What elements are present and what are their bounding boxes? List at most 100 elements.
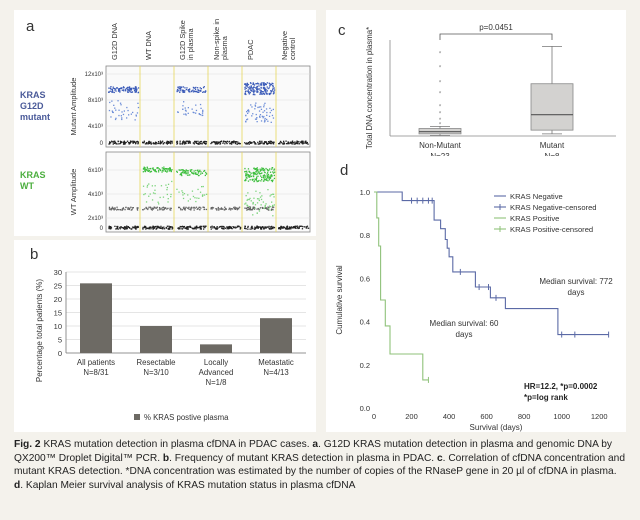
droplet: [144, 167, 146, 169]
droplet: [184, 172, 186, 174]
droplet: [232, 142, 235, 144]
droplet: [255, 178, 257, 180]
droplet: [143, 140, 145, 142]
droplet: [177, 86, 179, 88]
droplet: [259, 83, 261, 85]
droplet: [272, 87, 274, 89]
droplet: [122, 87, 124, 89]
droplet: [293, 226, 295, 228]
droplet: [260, 175, 262, 177]
droplet: [184, 142, 186, 145]
droplet: [262, 207, 264, 209]
droplet: [266, 142, 268, 144]
droplet: [188, 89, 191, 91]
droplet: [231, 208, 234, 210]
droplet: [109, 101, 111, 104]
droplet: [124, 226, 126, 228]
droplet: [169, 207, 171, 209]
droplet: [191, 108, 193, 110]
droplet: [255, 170, 257, 173]
droplet: [169, 209, 171, 211]
droplet: [214, 227, 216, 229]
wt-cluster-pdac: [244, 167, 276, 183]
droplet: [122, 227, 125, 229]
droplet: [237, 142, 240, 144]
droplet: [224, 206, 226, 208]
droplet: [191, 227, 193, 229]
droplet: [262, 227, 265, 229]
droplet: [263, 180, 265, 182]
droplet: [245, 202, 247, 204]
outlier-marker: *: [439, 91, 442, 97]
droplet: [289, 227, 291, 229]
droplet: [231, 142, 234, 144]
droplet: [259, 196, 262, 198]
droplet: [180, 169, 182, 171]
mutant-cluster-g12d-dna: [108, 86, 140, 94]
tick-label: 12x10³: [85, 72, 103, 78]
droplet: [266, 208, 268, 210]
droplet: [269, 83, 271, 85]
droplet: [201, 143, 203, 145]
droplet: [256, 212, 258, 214]
droplet: [266, 177, 269, 179]
negative-droplets-mutant: [108, 140, 139, 145]
x-tick-label: 400: [443, 412, 456, 421]
droplet: [192, 142, 195, 144]
droplet: [183, 170, 185, 172]
droplet: [285, 140, 287, 142]
droplet: [130, 228, 132, 230]
droplet: [306, 142, 308, 145]
droplet: [291, 140, 294, 142]
droplet: [246, 209, 248, 211]
droplet: [118, 88, 121, 90]
droplet: [110, 228, 112, 230]
x-tick-label: All patients N=8/31: [77, 358, 115, 377]
droplet: [306, 225, 309, 227]
droplet: [266, 118, 268, 121]
droplet: [186, 207, 189, 209]
droplet: [268, 227, 270, 230]
droplet: [262, 176, 265, 179]
droplet: [247, 228, 249, 230]
droplet: [247, 141, 250, 144]
droplet: [202, 206, 204, 208]
droplet: [108, 227, 110, 230]
droplet: [193, 209, 195, 211]
droplet: [200, 107, 202, 109]
panel-b: b 0 5 10 15 20 25 30 Percentage total patients …: [14, 240, 316, 432]
droplet: [164, 207, 166, 210]
column-header: Negativecontrol: [280, 31, 297, 60]
droplet: [134, 88, 136, 90]
droplet: [259, 207, 262, 209]
droplet: [111, 91, 113, 93]
droplet: [244, 180, 246, 182]
droplet: [182, 194, 184, 196]
droplet: [108, 206, 111, 208]
droplet: [256, 87, 258, 89]
droplet: [270, 109, 273, 112]
outlier-marker: *: [439, 118, 442, 124]
droplet: [270, 174, 272, 176]
droplet: [147, 207, 149, 210]
droplet: [179, 88, 182, 90]
droplet: [193, 143, 195, 145]
droplet: [272, 85, 274, 87]
droplet: [127, 109, 129, 112]
droplet: [253, 84, 256, 86]
droplet: [266, 114, 268, 116]
droplet: [201, 112, 204, 114]
droplet: [296, 225, 299, 227]
droplet: [247, 90, 249, 92]
droplet: [271, 167, 273, 169]
droplet: [166, 143, 168, 145]
droplet: [200, 88, 202, 90]
droplet: [142, 185, 145, 187]
droplet: [154, 226, 156, 229]
droplet: [180, 172, 182, 174]
droplet: [231, 143, 233, 145]
droplet: [273, 204, 275, 206]
droplet: [197, 188, 199, 191]
droplet: [184, 141, 186, 143]
droplet: [136, 141, 138, 143]
